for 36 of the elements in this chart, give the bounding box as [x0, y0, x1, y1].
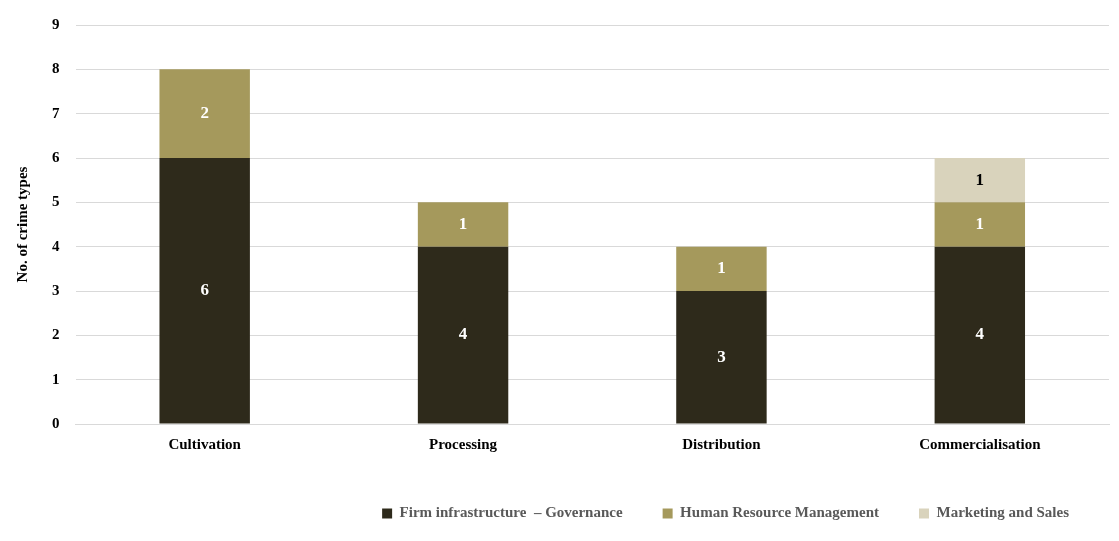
bar — [159, 69, 250, 158]
bar — [676, 246, 767, 291]
x-tick-label: Distribution — [682, 435, 762, 452]
data-label: 1 — [975, 213, 985, 233]
y-tick-label: 5 — [52, 193, 60, 210]
legend-label: Firm infrastructure – Governance — [399, 504, 623, 521]
legend-label: Human Resource Management — [680, 504, 879, 521]
x-tick-label: Cultivation — [168, 435, 242, 452]
bar — [934, 202, 1026, 247]
y-tick-label: 2 — [52, 326, 60, 343]
bar — [676, 291, 767, 424]
data-label: 4 — [975, 324, 985, 344]
y-tick-label: 3 — [52, 281, 60, 298]
y-tick-label: 4 — [52, 237, 60, 254]
legend-label: Marketing and Sales — [936, 504, 1070, 521]
data-label: 3 — [717, 346, 726, 366]
x-tick-label: Processing — [429, 435, 498, 452]
data-label: 4 — [458, 324, 468, 344]
y-tick-label: 1 — [52, 370, 60, 387]
bar — [417, 246, 509, 424]
y-tick-label: 0 — [52, 414, 60, 431]
data-label: 1 — [458, 213, 468, 233]
y-tick-label: 8 — [52, 60, 60, 77]
data-label: 1 — [717, 258, 726, 278]
y-axis-title: No. of crime types — [13, 166, 30, 283]
y-tick-label: 7 — [52, 104, 60, 121]
bar — [934, 158, 1026, 203]
data-label: 6 — [200, 280, 209, 300]
bar — [417, 202, 509, 247]
bar — [159, 158, 250, 424]
bar — [934, 246, 1026, 424]
data-label: 1 — [975, 169, 985, 189]
y-tick-label: 9 — [52, 15, 60, 32]
y-tick-label: 6 — [52, 148, 60, 165]
data-label: 2 — [200, 103, 209, 123]
x-tick-label: Commercialisation — [919, 435, 1042, 452]
